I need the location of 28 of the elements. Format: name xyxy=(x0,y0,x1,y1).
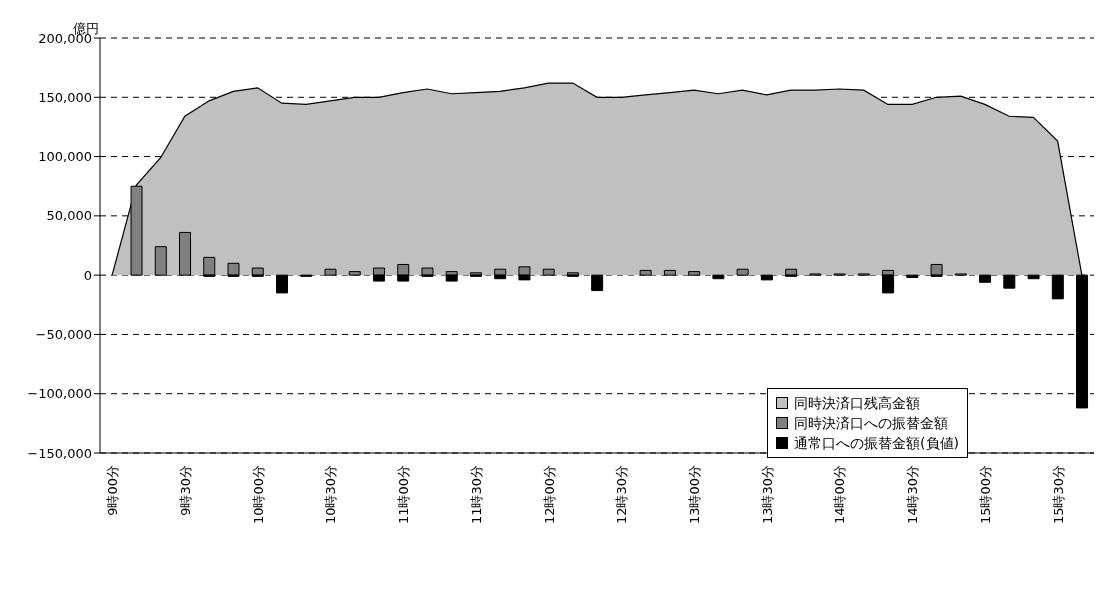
x-tick-label: 10時30分 xyxy=(323,465,339,525)
y-tick-label: 100,000 xyxy=(38,149,92,165)
x-tick-label: 10時00分 xyxy=(250,465,266,525)
y-tick-label: −150,000 xyxy=(27,445,92,461)
x-tick-label: 15時00分 xyxy=(977,465,993,525)
x-tick-label: 12時00分 xyxy=(541,465,557,525)
legend-label: 同時決済口残高金額 xyxy=(794,394,921,413)
x-tick-label: 13時30分 xyxy=(759,465,775,525)
x-tick-label: 14時00分 xyxy=(832,465,848,525)
bar xyxy=(203,256,216,276)
bar xyxy=(421,267,434,276)
y-tick-label: 0 xyxy=(83,267,92,283)
bar xyxy=(930,263,943,276)
legend-label: 同時決済口への振替金額 xyxy=(794,414,949,433)
y-tick-label: −50,000 xyxy=(35,327,92,343)
y-tick-label: 50,000 xyxy=(46,208,92,224)
y-tick-label: −100,000 xyxy=(27,386,92,402)
x-tick-label: 9時30分 xyxy=(177,465,193,516)
x-tick-label: 13時00分 xyxy=(686,465,702,525)
y-tick-label: 150,000 xyxy=(38,89,92,105)
x-tick-label: 15時30分 xyxy=(1050,465,1066,525)
x-tick-label: 14時30分 xyxy=(905,465,921,525)
x-tick-label: 11時00分 xyxy=(396,465,412,525)
x-tick-label: 9時00分 xyxy=(105,465,121,516)
bar xyxy=(227,262,240,276)
x-tick-label: 12時30分 xyxy=(614,465,630,525)
x-tick-label: 11時30分 xyxy=(468,465,484,525)
legend-label: 通常口への振替金額(負値) xyxy=(794,434,959,453)
